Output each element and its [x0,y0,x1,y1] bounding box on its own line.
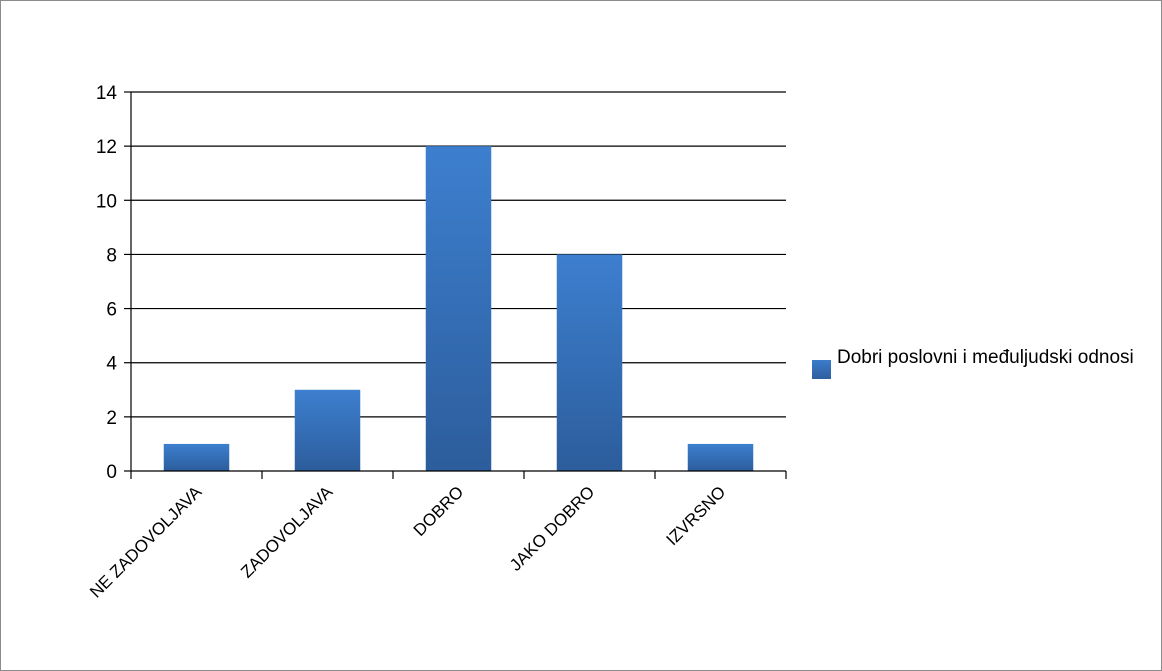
legend: Dobri poslovni i međuljudski odnosi [812,345,1152,379]
y-tick-label: 14 [96,83,118,104]
y-tick-label: 2 [106,408,117,429]
bars [163,146,754,471]
legend-swatch [812,360,831,379]
legend-label: Dobri poslovni i međuljudski odnosi [837,347,1134,368]
x-tick-label: IZVRSNO [662,482,729,549]
y-tick-label: 8 [106,245,117,266]
x-tick-label: NE ZADOVOLJAVA [86,482,206,602]
y-tick-label: 12 [96,137,117,158]
bar [163,443,230,471]
y-tick-label: 0 [106,462,117,483]
x-tick-labels: NE ZADOVOLJAVA ZADOVOLJAVA DOBRO JAKO DOBRO… [86,482,729,602]
bar [556,254,623,471]
x-tick-label: DOBRO [410,482,468,540]
y-tick-labels: 0 2 4 6 8 10 12 14 [96,83,118,483]
bar [425,146,492,471]
y-tick-label: 10 [96,191,117,212]
bar [294,389,361,471]
axes [124,91,787,479]
y-tick-label: 6 [106,300,117,321]
x-tick-label: ZADOVOLJAVA [237,482,337,582]
y-tick-label: 4 [106,354,117,375]
x-tick-label: JAKO DOBRO [506,482,598,574]
bar [687,443,754,471]
